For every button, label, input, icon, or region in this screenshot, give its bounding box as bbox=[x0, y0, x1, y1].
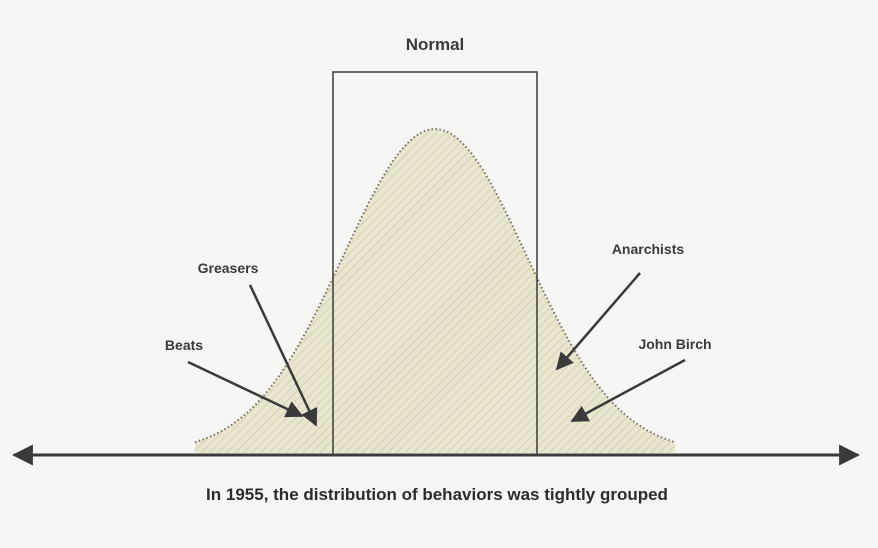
greasers-label: Greasers bbox=[198, 260, 259, 276]
bell-curve-area bbox=[195, 129, 675, 453]
john-birch-arrow bbox=[570, 358, 686, 423]
greasers-arrow bbox=[248, 284, 318, 427]
diagram-caption: In 1955, the distribution of behaviors w… bbox=[206, 485, 668, 504]
bell-curve-outline bbox=[194, 127, 676, 444]
beats-label: Beats bbox=[165, 337, 203, 353]
normal-title: Normal bbox=[406, 35, 465, 54]
beats-arrow bbox=[187, 360, 304, 418]
anarchists-label: Anarchists bbox=[612, 241, 685, 257]
anarchists-arrow bbox=[555, 272, 641, 371]
john-birch-label: John Birch bbox=[638, 336, 711, 352]
